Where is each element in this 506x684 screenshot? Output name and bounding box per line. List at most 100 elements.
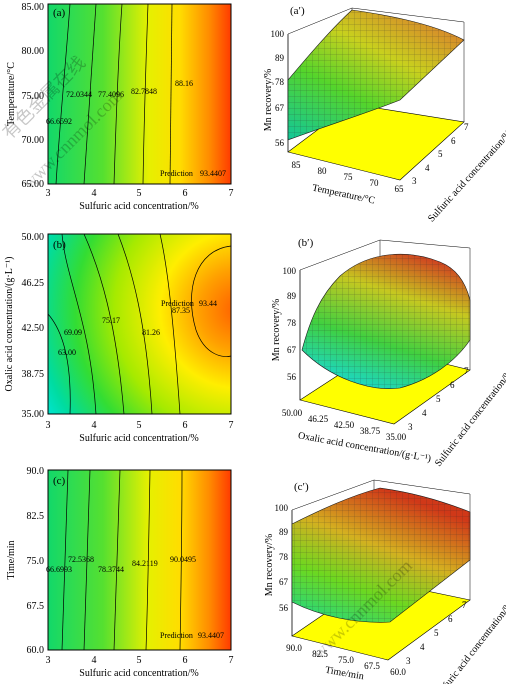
- z-tick: 56: [275, 138, 285, 148]
- x-tick: 6: [183, 420, 188, 431]
- y-tick: 5: [434, 628, 439, 638]
- y-tick: 50.00: [22, 232, 45, 243]
- contour-label: 87.35: [172, 306, 190, 315]
- contour-fill-a: [48, 4, 231, 184]
- x-tick: 65: [395, 184, 405, 194]
- y-tick: 65.00: [22, 179, 45, 190]
- y-tick: 35.00: [22, 409, 45, 420]
- contour-label: 78.3744: [98, 565, 124, 574]
- y-tick: 38.75: [22, 369, 45, 380]
- x-tick: 50.00: [282, 408, 303, 418]
- y-tick: 4: [420, 642, 425, 652]
- x-axis-label: Sulfuric acid concentration/%: [79, 433, 198, 444]
- contour-label: 77.4096: [98, 90, 124, 99]
- y-tick: 90.0: [27, 466, 45, 477]
- z-tick: 100: [271, 29, 285, 39]
- x-tick: 4: [92, 655, 97, 666]
- prediction-label: Prediction: [161, 299, 194, 308]
- y-tick: 6: [450, 380, 455, 390]
- contour-line: [83, 469, 91, 651]
- contour-label: 72.0344: [66, 90, 92, 99]
- contour-label: 75.17: [102, 316, 120, 325]
- x-tick: 4: [92, 420, 97, 431]
- y-tick: 80.00: [22, 46, 45, 57]
- contour-label: 82.7848: [131, 87, 157, 96]
- y-tick: 46.25: [22, 278, 45, 289]
- contour-label: 72.5368: [68, 555, 94, 564]
- y-axis-label: Oxalic acid concentration/(g·L⁻¹): [4, 257, 15, 392]
- contour-line: [179, 469, 183, 651]
- x-tick: 5: [137, 188, 142, 199]
- x-tick: 80: [318, 166, 328, 176]
- y-tick: 3: [408, 422, 413, 432]
- z-tick: 89: [287, 291, 297, 301]
- surface-mesh: [292, 488, 470, 623]
- x-tick: 6: [183, 655, 188, 666]
- y-tick: 6: [448, 614, 453, 624]
- z-tick: 89: [279, 527, 289, 537]
- plot-frame: [47, 233, 232, 415]
- y-tick: 7: [464, 366, 469, 376]
- plot-frame: [47, 469, 232, 651]
- x-tick: 7: [229, 188, 234, 199]
- z-tick: 67: [287, 345, 297, 355]
- contour-label: 81.26: [142, 328, 160, 337]
- x-tick: 85: [292, 160, 302, 170]
- panel-label: (b′): [298, 237, 314, 249]
- z-tick: 100: [275, 503, 289, 513]
- z-tick: 89: [275, 53, 285, 63]
- contour-line: [145, 469, 151, 651]
- x-tick: 67.5: [364, 661, 380, 671]
- contour-line: [83, 233, 125, 415]
- panel-label: (b): [53, 239, 66, 251]
- surface-mesh: [288, 10, 464, 140]
- z-axis-label: Mn recovery/%: [263, 69, 274, 131]
- contour-label: 90.0495: [170, 555, 196, 564]
- prediction-label: Prediction: [160, 169, 193, 178]
- surface-mesh: [302, 254, 470, 389]
- contour-panel-a: (a) 66.6592 72.0344 77.4096 82.7848 88.1…: [6, 2, 234, 212]
- y-tick: 75.00: [22, 91, 45, 102]
- x-axis-label: Sulfuric acid concentration/%: [79, 668, 198, 679]
- x-tick: 90.0: [286, 643, 302, 653]
- contour-fill-c: [48, 470, 231, 650]
- z-tick: 56: [279, 603, 289, 613]
- contour-label: 69.09: [64, 328, 82, 337]
- x-tick: 4: [92, 188, 97, 199]
- x-tick: 70: [370, 178, 380, 188]
- x-tick: 5: [137, 420, 142, 431]
- y-tick: 5: [436, 394, 441, 404]
- z-tick: 67: [275, 103, 285, 113]
- z-tick: 67: [279, 577, 289, 587]
- y-tick: 3: [412, 176, 417, 186]
- z-tick: 78: [287, 318, 297, 328]
- contour-line: [61, 233, 97, 415]
- x-tick: 75: [344, 172, 354, 182]
- x-axis-label: Sulfuric acid concentration/%: [79, 201, 198, 212]
- prediction-value: 93.4407: [200, 169, 226, 178]
- panel-label: (a): [53, 7, 66, 19]
- contour-line: [55, 3, 71, 185]
- surface-panel-b-prime: (b′) 56 67 78 89 100 Mn recovery/% 50.00…: [271, 237, 506, 469]
- z-tick: 56: [287, 372, 297, 382]
- x-tick: 3: [46, 188, 51, 199]
- y-tick: 4: [425, 163, 430, 173]
- z-tick: 78: [275, 77, 285, 87]
- y-tick: 85.00: [22, 2, 45, 13]
- contour-panel-c: (c) 66.6993 72.5368 78.3744 84.2119 90.0…: [6, 466, 234, 679]
- x-tick: 38.75: [360, 426, 381, 436]
- contour-fill-b: [48, 234, 231, 414]
- contour-label: 66.6592: [46, 117, 72, 126]
- contour-line: [117, 233, 153, 415]
- contour-label: 84.2119: [132, 559, 158, 568]
- panel-label: (c′): [294, 481, 309, 493]
- plot-frame: [47, 3, 232, 185]
- y-tick: 7: [464, 122, 469, 132]
- contour-label: 63.00: [58, 348, 76, 357]
- y-tick: 75.0: [27, 556, 45, 567]
- x-tick: 82.5: [312, 649, 328, 659]
- contour-line: [191, 245, 232, 357]
- y-tick: 3: [406, 656, 411, 666]
- contour-label: 66.6993: [46, 565, 72, 574]
